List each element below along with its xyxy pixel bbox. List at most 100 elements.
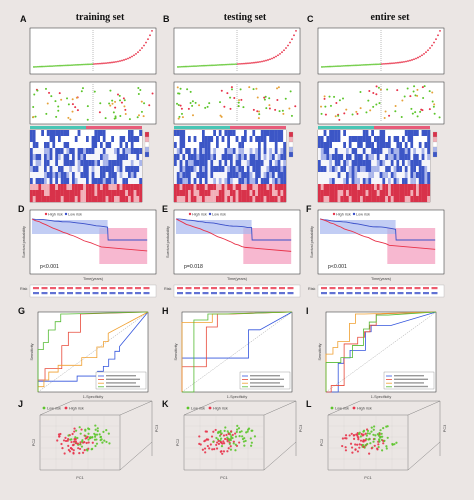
risk-table-high-count: [355, 287, 361, 290]
heatmap-cell: [66, 136, 70, 143]
heatmap-cell: [190, 184, 194, 191]
risk-curve-point: [177, 66, 179, 68]
heatmap-cell: [385, 196, 389, 203]
heatmap-cell: [252, 148, 256, 155]
heatmap-cell: [326, 178, 330, 185]
heatmap-cell: [35, 130, 39, 137]
status-point: [48, 91, 51, 94]
heatmap-cell: [80, 142, 84, 149]
roc-curve: [37, 311, 149, 392]
status-point: [75, 96, 78, 99]
heatmap-cell: [416, 130, 419, 137]
heatmap-cell: [277, 196, 281, 203]
heatmap-cell: [393, 160, 397, 167]
risk-table-low-count: [101, 292, 107, 295]
heatmap-cell: [246, 166, 250, 173]
heatmap-cell: [72, 178, 75, 185]
status-point: [290, 114, 293, 117]
heatmap-cell: [407, 184, 411, 191]
heatmap-cell: [357, 172, 361, 179]
heatmap-cell: [318, 190, 321, 197]
heatmap-annotation-high: [374, 126, 430, 129]
heatmap-cell: [114, 142, 117, 149]
heatmap-cell: [371, 166, 375, 173]
heatmap-cell: [176, 190, 180, 197]
heatmap-cell: [379, 148, 383, 155]
roc-legend-text-placeholder: [394, 378, 428, 380]
heatmap-cell: [269, 148, 273, 155]
risk-table-low-count: [245, 292, 251, 295]
heatmap-cell: [119, 130, 123, 137]
heatmap-cell: [365, 136, 369, 143]
heatmap-cell: [128, 160, 131, 167]
heatmap-cell: [100, 196, 103, 203]
pca-point: [237, 427, 241, 430]
heatmap-cell: [119, 154, 123, 161]
heatmap-cell: [116, 136, 120, 143]
heatmap-cell: [318, 130, 321, 137]
heatmap-cell: [122, 172, 126, 179]
heatmap-cell: [122, 142, 126, 149]
heatmap-cell: [224, 154, 228, 161]
pca-point: [236, 424, 239, 427]
heatmap-cell: [230, 172, 233, 179]
risk-curve-point: [125, 58, 127, 61]
risk-curve-point: [335, 65, 337, 68]
heatmap-cell: [196, 142, 200, 149]
panel-letter-h: H: [162, 306, 169, 316]
status-point: [71, 98, 74, 101]
heatmap-cell: [227, 172, 231, 179]
status-point: [375, 103, 378, 106]
risk-curve-point: [381, 63, 383, 65]
heatmap-cell: [371, 172, 375, 179]
heatmap-cell: [346, 154, 349, 161]
heatmap-cell: [30, 184, 33, 191]
heatmap-cell: [94, 190, 98, 197]
heatmap-cell: [100, 184, 103, 191]
risk-curve-point: [225, 63, 227, 66]
heatmap-cell: [393, 130, 397, 137]
pca-point: [393, 443, 396, 446]
heatmap-cell: [174, 130, 177, 137]
roc-legend-text-placeholder: [250, 385, 284, 388]
heatmap-cell: [58, 166, 61, 173]
status-point: [421, 109, 424, 112]
heatmap-cell: [74, 130, 78, 137]
heatmap-cell: [241, 166, 245, 173]
pca-point: [244, 439, 247, 443]
heatmap-cell: [119, 142, 123, 149]
heatmap-cell: [424, 184, 428, 191]
pca-axis-pc2: PC2: [320, 439, 324, 446]
heatmap-cell: [136, 154, 140, 161]
heatmap-cell: [176, 130, 180, 137]
heatmap-cell: [32, 184, 36, 191]
heatmap-cell: [332, 184, 335, 191]
heatmap-cell: [269, 172, 273, 179]
risk-curve-point: [219, 64, 221, 66]
heatmap-cell: [244, 136, 247, 143]
heatmap-cell: [41, 166, 45, 173]
heatmap-cell: [283, 166, 287, 173]
heatmap-cell: [108, 160, 112, 167]
pca-point: [350, 432, 353, 435]
heatmap-cell: [52, 196, 56, 203]
pca-point: [226, 450, 229, 453]
pca-point: [341, 437, 344, 440]
heatmap-cell: [418, 184, 422, 191]
heatmap-cell: [277, 154, 281, 161]
heatmap-cell: [216, 184, 219, 191]
status-point: [258, 113, 261, 116]
heatmap-cell: [246, 172, 250, 179]
heatmap-cell: [216, 190, 219, 197]
heatmap-cell: [238, 130, 242, 137]
pca-point: [220, 445, 224, 448]
heatmap-cell: [224, 148, 228, 155]
pca-point: [81, 439, 84, 442]
heatmap-cell: [130, 172, 134, 179]
risk-table-low-count: [92, 292, 99, 295]
heatmap-cell: [41, 136, 45, 143]
heatmap-cell: [418, 172, 422, 179]
heatmap-cell: [402, 190, 405, 197]
pca-point: [78, 426, 81, 429]
heatmap-cell: [346, 166, 349, 173]
